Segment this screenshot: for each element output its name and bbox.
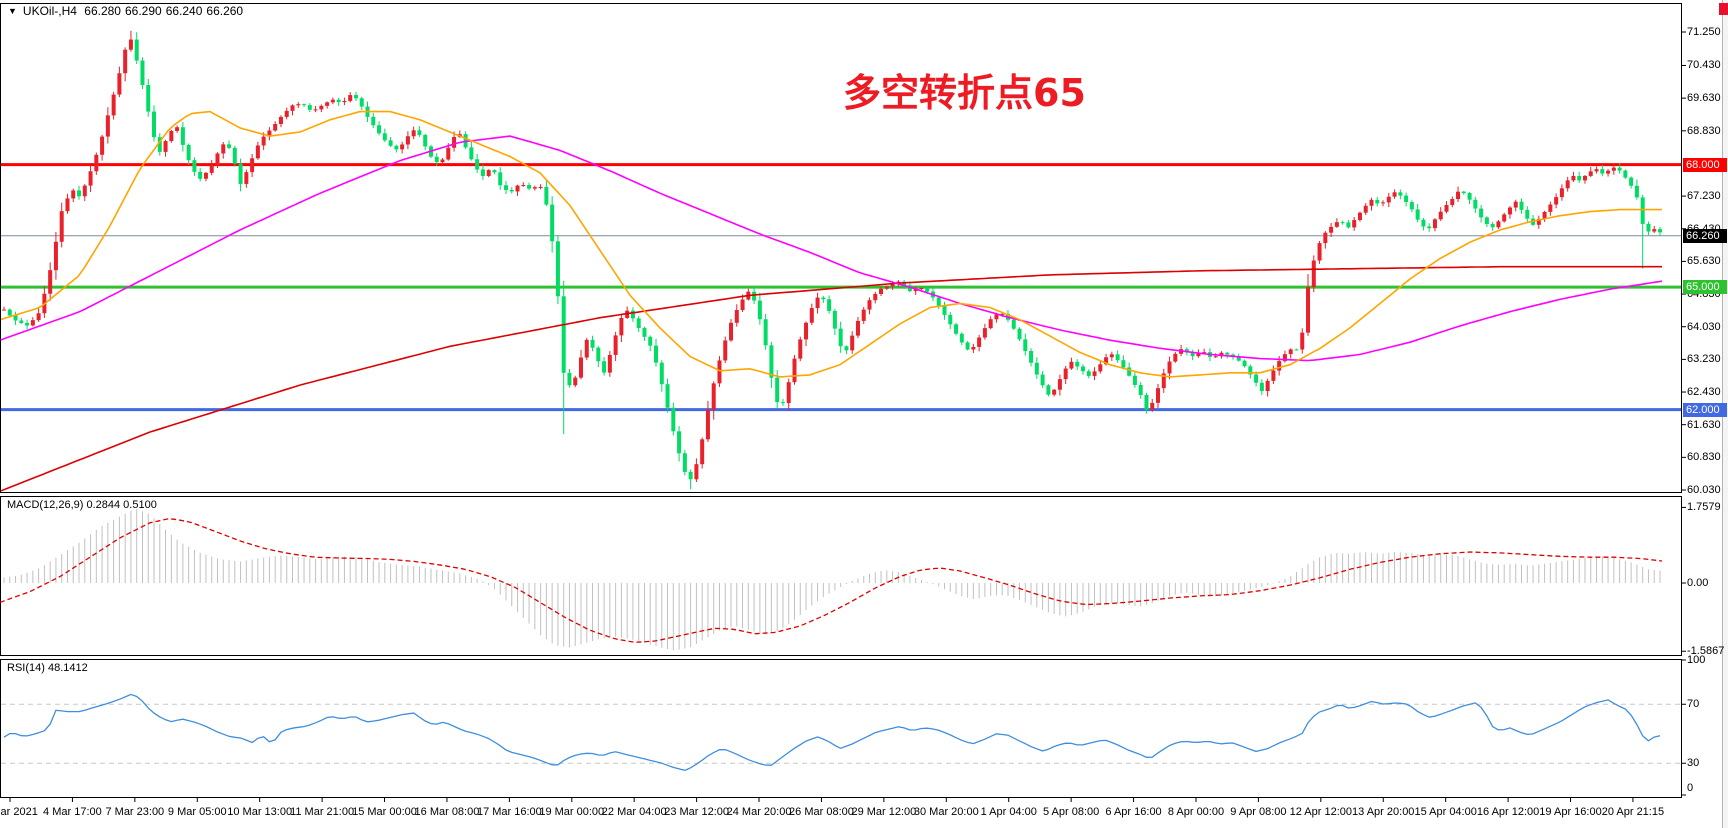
macd-tick-label: -1.5867 (1687, 645, 1725, 658)
price-tick-label: 60.030 (1687, 484, 1721, 496)
quote-open: 66.280 (84, 4, 121, 18)
price-tick-label: 70.430 (1687, 59, 1721, 72)
rsi-header: RSI(14) 48.1412 (7, 662, 88, 674)
time-tick-label: 9 Apr 08:00 (1230, 806, 1287, 818)
time-tick-label: 8 Apr 00:00 (1167, 806, 1225, 818)
macd-histogram (3, 509, 1661, 651)
time-tick-label: 11 Mar 21:00 (290, 806, 355, 818)
chart-title: ▼ UKOil-,H4 66.280 66.290 66.240 66.260 (8, 4, 247, 18)
macd-panel-border (0, 496, 1682, 656)
ma-slow-red (1, 265, 1662, 492)
annotation-text: 多空转折点65 (843, 71, 1086, 115)
rsi-tick-label: 0 (1687, 782, 1694, 794)
time-tick-label: 22 Mar 04:00 (601, 806, 667, 818)
main-panel-border (0, 3, 1682, 493)
price-tick-label: 60.830 (1687, 451, 1721, 464)
price-badge-62.000[interactable]: 62.000 (1683, 402, 1727, 417)
time-tick-label: 6 Apr 16:00 (1105, 806, 1162, 818)
rsi-tick-label: 30 (1687, 757, 1700, 770)
time-tick-label: 23 Mar 12:00 (664, 806, 730, 818)
corner-marker (1719, 3, 1728, 15)
rsi-line (3, 693, 1661, 771)
ma-fast-orange (1, 110, 1662, 378)
price-tick-label: 71.250 (1687, 26, 1721, 38)
rsi-panel-border (0, 659, 1682, 798)
macd-header: MACD(12,26,9) 0.2844 0.5100 (7, 499, 157, 511)
price-tick-label: 65.630 (1687, 255, 1721, 268)
price-tick-label: 68.830 (1687, 124, 1721, 137)
time-tick-label: 26 Mar 08:00 (789, 806, 854, 818)
time-tick-label: 9 Mar 05:00 (167, 806, 227, 818)
price-tick-label: 64.030 (1687, 320, 1721, 333)
time-tick-label: 13 Apr 20:00 (1352, 806, 1415, 818)
rsi-tick-label: 70 (1687, 698, 1700, 711)
price-tick-label: 67.230 (1687, 190, 1721, 203)
time-tick-label: 19 Mar 00:00 (539, 806, 605, 818)
time-tick-label: 24 Mar 20:00 (726, 806, 792, 818)
price-badge-68.000[interactable]: 68.000 (1683, 157, 1727, 172)
quote-close: 66.260 (206, 4, 244, 18)
time-tick-label: 7 Mar 23:00 (105, 806, 165, 818)
macd-tick-label: 0.00 (1687, 577, 1709, 589)
time-tick-label: 10 Mar 13:00 (227, 806, 293, 818)
time-tick-label: 4 Mar 17:00 (43, 806, 102, 818)
macd-signal-line (0, 518, 1663, 643)
price-badge-65.000[interactable]: 65.000 (1683, 280, 1727, 295)
macd-tick-label: 1.7579 (1687, 501, 1721, 514)
time-tick-label: 5 Apr 08:00 (1042, 806, 1100, 818)
rsi-tick-label: 100 (1687, 654, 1706, 666)
price-badge-66.260[interactable]: 66.260 (1683, 228, 1727, 243)
time-tick-label: 16 Mar 08:00 (414, 806, 480, 818)
candles (2, 30, 1662, 490)
time-tick-label: 20 Apr 21:15 (1601, 806, 1665, 818)
price-tick-label: 61.630 (1687, 418, 1721, 431)
symbol-label: UKOil-,H4 (22, 4, 77, 18)
price-tick-label: 63.230 (1687, 353, 1721, 366)
time-tick-label: 16 Apr 12:00 (1476, 806, 1540, 818)
time-tick-label: 3 Mar 2021 (0, 806, 38, 818)
time-tick-label: 1 Apr 04:00 (980, 806, 1037, 818)
time-tick-label: 19 Apr 16:00 (1539, 806, 1602, 818)
time-tick-label: 15 Apr 04:00 (1414, 806, 1477, 818)
time-tick-label: 12 Apr 12:00 (1289, 806, 1353, 818)
time-tick-label: 30 Mar 20:00 (913, 806, 979, 818)
price-tick-label: 62.430 (1687, 386, 1721, 399)
quote-high: 66.290 (124, 4, 162, 18)
quote-low: 66.240 (165, 4, 203, 18)
time-tick-label: 29 Mar 12:00 (851, 806, 917, 818)
symbol-dropdown-icon[interactable]: ▼ (8, 6, 17, 16)
ma-mid-magenta (1, 135, 1663, 362)
time-tick-label: 17 Mar 16:00 (476, 806, 542, 818)
price-tick-label: 69.630 (1687, 92, 1721, 105)
time-tick-label: 15 Mar 00:00 (352, 806, 417, 818)
